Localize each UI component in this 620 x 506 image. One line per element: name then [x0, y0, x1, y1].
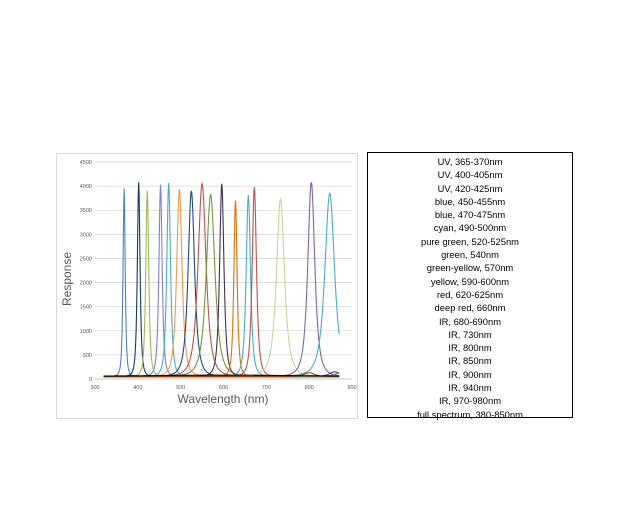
y-tick-label: 2500: [80, 256, 92, 262]
legend-item: IR, 940nm: [448, 382, 492, 394]
legend-item: UV, 400-405nm: [437, 169, 503, 181]
legend-item: deep red, 660nm: [434, 302, 506, 314]
x-tick-label: 500: [176, 385, 185, 391]
y-tick-label: 500: [83, 353, 92, 359]
series-line-19: [103, 374, 340, 377]
legend-item: IR, 850nm: [448, 355, 492, 367]
x-tick-label: 300: [90, 385, 99, 391]
legend-item: full spectrum, 380-850nm: [417, 408, 523, 420]
series-line-1: [103, 182, 340, 378]
series-line-8: [103, 193, 340, 378]
legend-item: blue, 450-455nm: [434, 195, 506, 207]
y-tick-label: 3000: [80, 232, 92, 238]
x-tick-label: 800: [305, 385, 314, 391]
y-tick-label: 2000: [80, 281, 92, 287]
legend: UV, 365-370nm UV, 400-405nm UV, 420-425nm b…: [367, 152, 573, 420]
y-tick-label: 4000: [80, 184, 92, 190]
chart-area: 0 500 1000 1500 2000 2500 3000 3500 4000 4500 300 4…: [56, 153, 358, 419]
legend-item: IR, 800nm: [448, 342, 492, 354]
y-axis-title: Response: [60, 252, 74, 306]
y-tick-label: 0: [89, 377, 92, 383]
y-tick-label: 3500: [80, 208, 92, 214]
spectral-response-chart: 0 500 1000 1500 2000 2500 3000 3500 4000 4500 300 4…: [60, 160, 357, 406]
legend-item: UV, 365-370nm: [437, 156, 503, 167]
x-tick-label: 700: [262, 385, 271, 391]
legend-item: green-yellow, 570nm: [426, 262, 514, 274]
legend-item: UV, 420-425nm: [437, 182, 503, 194]
x-axis-title: Wavelength (nm): [178, 392, 269, 406]
x-tick-label: 600: [219, 385, 228, 391]
y-tick-label: 1000: [80, 329, 92, 335]
x-tick-label: 900: [347, 385, 356, 391]
legend-item: IR, 730nm: [448, 328, 492, 340]
legend-item: IR, 900nm: [448, 368, 492, 380]
legend-item: pure green, 520-525nm: [421, 235, 519, 247]
y-tick-label: 4500: [80, 160, 92, 166]
legend-item: red, 620-625nm: [436, 288, 504, 300]
x-tick-label: 400: [133, 385, 142, 391]
y-tick-label: 1500: [80, 305, 92, 311]
legend-item: cyan, 490-500nm: [433, 222, 507, 234]
legend-item: IR, 970-980nm: [438, 395, 501, 407]
legend-item: IR, 680-690nm: [438, 315, 501, 327]
legend-item: blue, 470-475nm: [434, 209, 506, 221]
legend-item: green, 540nm: [441, 249, 499, 261]
legend-item: yellow, 590-600nm: [430, 275, 510, 287]
